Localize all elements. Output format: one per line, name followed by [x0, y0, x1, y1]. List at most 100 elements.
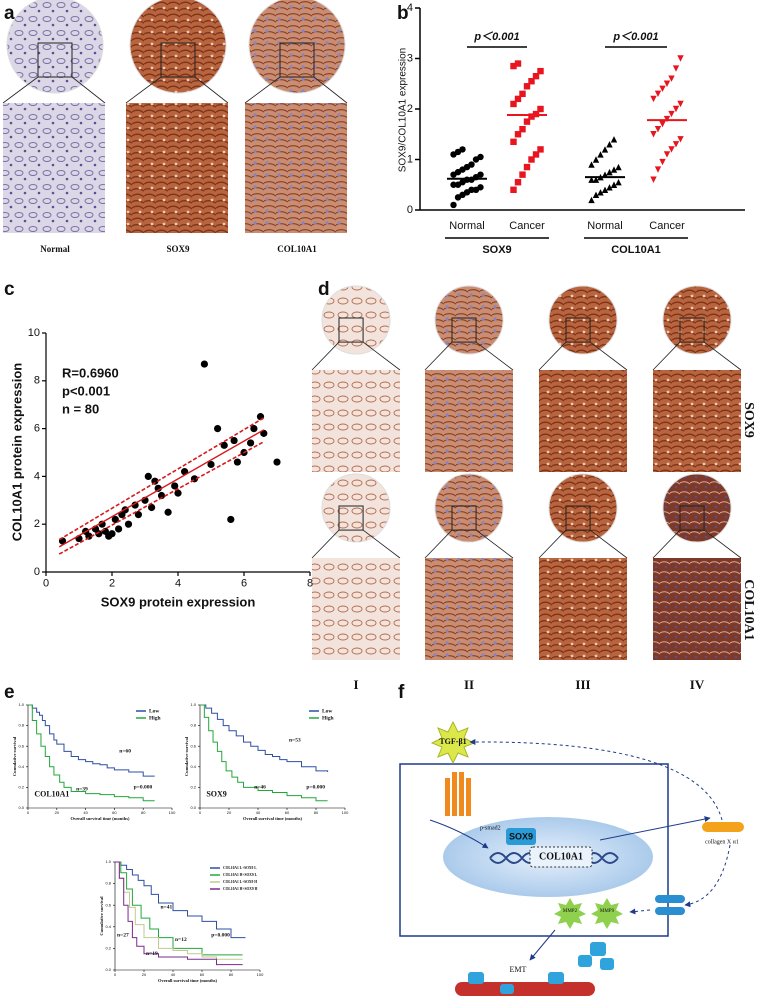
- point: [615, 179, 622, 186]
- point: [131, 501, 139, 509]
- point: [677, 100, 684, 108]
- x-tick-label: 20: [227, 810, 232, 815]
- zoom-box: [338, 317, 364, 343]
- y-tick-label: 0.0: [18, 805, 24, 810]
- y-tick-label: 6: [34, 423, 40, 435]
- annotation: n=46: [254, 785, 266, 791]
- point: [537, 146, 544, 153]
- point: [650, 176, 657, 183]
- y-tick-label: 0.4: [18, 764, 24, 769]
- zoom-line: [194, 76, 229, 104]
- y-tick-label: 10: [28, 327, 40, 339]
- x-tick-label: 80: [141, 810, 146, 815]
- gene-label: COL10A1: [539, 851, 583, 862]
- zoom-line: [475, 529, 514, 559]
- x-tick-label: 80: [314, 810, 319, 815]
- survival-curve: [115, 861, 243, 956]
- annotation: n=39: [76, 787, 88, 793]
- x-tick-label: 0: [27, 810, 30, 815]
- legend-label: COL10A1 L+SOX9 H: [223, 880, 257, 884]
- point: [514, 95, 522, 103]
- point: [663, 80, 671, 87]
- point: [663, 115, 671, 123]
- significance: p＜0.001: [473, 31, 519, 43]
- point: [523, 83, 531, 90]
- panel-label: f: [398, 682, 405, 703]
- point: [207, 460, 215, 469]
- legend-label: High: [322, 715, 334, 721]
- point: [615, 163, 622, 171]
- point: [230, 436, 238, 445]
- y-tick-label: 2: [407, 103, 413, 115]
- x-tick-label: 0: [199, 810, 202, 815]
- point: [597, 151, 604, 158]
- point: [477, 153, 484, 161]
- point: [468, 161, 475, 168]
- ligand-burst: [430, 720, 476, 765]
- point: [654, 166, 662, 173]
- annotation: p=0.000: [134, 785, 153, 791]
- arrow: [469, 738, 723, 821]
- vessel: [455, 982, 595, 996]
- x-tick-label: 100: [257, 972, 264, 977]
- point: [510, 62, 517, 70]
- x-tick-label: 80: [229, 972, 234, 977]
- point: [450, 181, 457, 188]
- point: [532, 110, 540, 118]
- receptor: [445, 772, 471, 816]
- point: [610, 136, 618, 143]
- point: [250, 425, 258, 433]
- point: [672, 105, 680, 113]
- tissue-zoom: [126, 103, 228, 233]
- point: [148, 503, 156, 512]
- zoom-line: [362, 529, 401, 559]
- y-tick-label: 1.0: [105, 859, 111, 864]
- zoom-line: [244, 76, 281, 104]
- panel-label: b: [397, 3, 409, 24]
- y-tick-label: 0.2: [18, 784, 24, 789]
- y-tick-label: 2: [34, 518, 40, 530]
- zoom-line: [311, 529, 340, 559]
- point: [519, 171, 526, 178]
- point: [523, 118, 531, 125]
- zoom-line: [313, 76, 348, 104]
- point: [519, 126, 526, 133]
- y-axis-label: Cumulative survival: [184, 736, 189, 776]
- point: [154, 484, 162, 492]
- column-label: III: [575, 677, 590, 692]
- y-tick-label: 0.2: [105, 945, 111, 950]
- arrow: [684, 844, 731, 908]
- x-tick-label: Normal: [587, 220, 622, 232]
- y-tick-label: 0.4: [190, 764, 196, 769]
- x-tick-label: 0: [114, 972, 117, 977]
- x-axis-label: SOX9 protein expression: [101, 594, 256, 609]
- factor-label: SOX9: [509, 831, 533, 841]
- ligand-label: TGF-β1: [439, 737, 466, 746]
- x-tick-label: 60: [112, 810, 117, 815]
- mmp-burst: [554, 898, 586, 929]
- x-tick-label: 2: [109, 578, 115, 590]
- legend-label: COL10A1 H+SOX9 L: [223, 873, 258, 877]
- zoom-box: [679, 317, 705, 343]
- x-tick-label: Cancer: [649, 220, 685, 232]
- zoom-box: [37, 42, 73, 78]
- point: [588, 196, 595, 204]
- tissue-core: [248, 0, 346, 94]
- point: [601, 146, 609, 153]
- tissue-zoom: [425, 558, 513, 660]
- cell-membrane: [399, 763, 669, 937]
- collagen: [702, 822, 744, 832]
- point: [514, 179, 522, 186]
- point: [510, 186, 517, 193]
- point: [528, 113, 535, 120]
- gene-box: [529, 846, 593, 868]
- zoom-box: [160, 42, 196, 78]
- point: [273, 458, 281, 466]
- tissue-zoom: [653, 370, 741, 472]
- annotation: n=12: [175, 937, 187, 943]
- annotation: n=27: [117, 933, 129, 939]
- zoom-line: [703, 529, 742, 559]
- point: [523, 163, 531, 171]
- x-axis-label: Overall survival time (months): [70, 816, 130, 821]
- point: [588, 176, 595, 183]
